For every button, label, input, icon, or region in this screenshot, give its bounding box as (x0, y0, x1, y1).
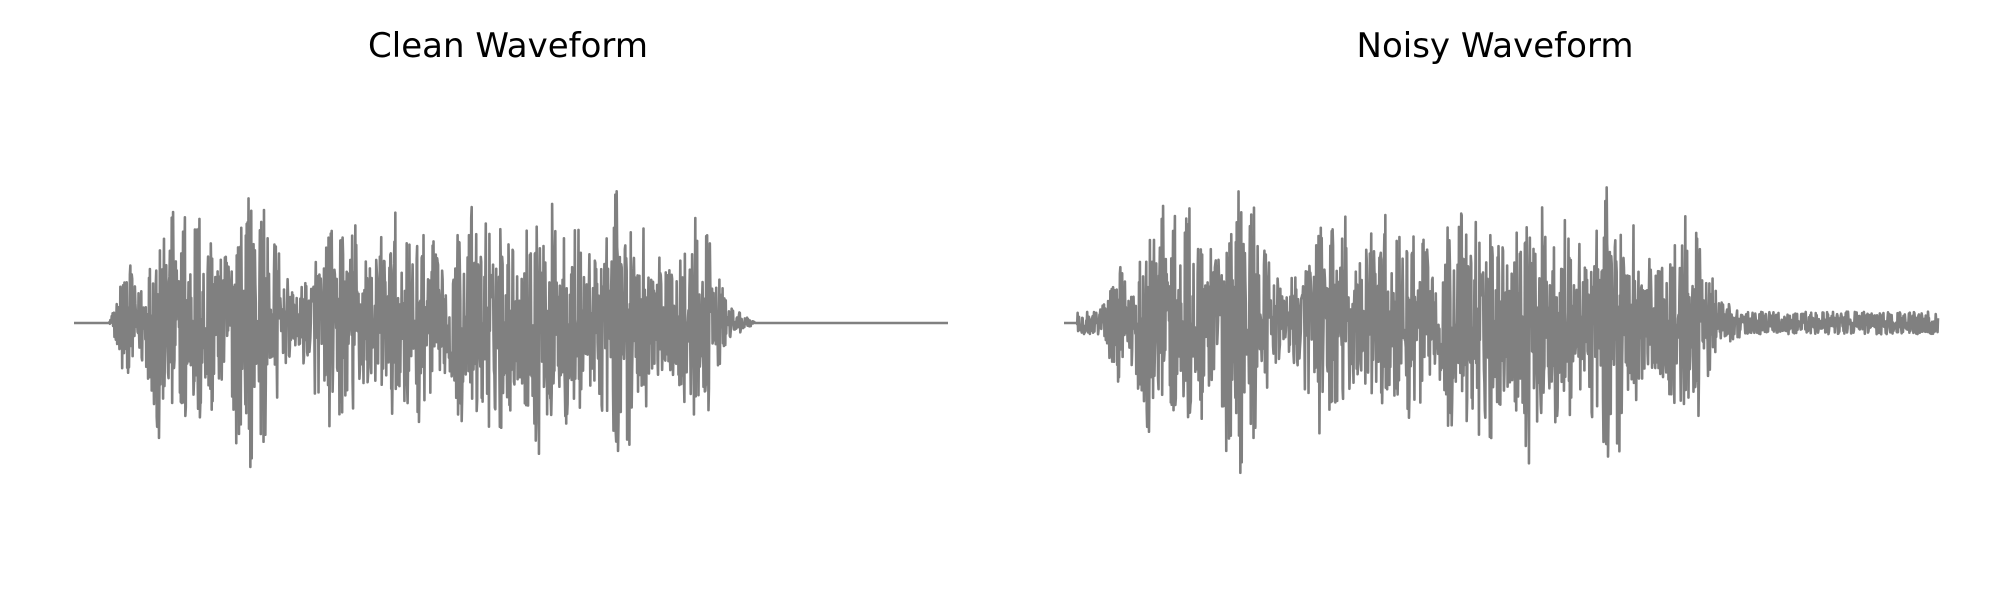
waveform-line (73, 190, 949, 469)
waveform-line (1063, 186, 1940, 475)
chart-title: Clean Waveform (368, 26, 648, 66)
chart-noisy-waveform: Noisy Waveform (1000, 0, 2000, 600)
waveform-plot (73, 190, 949, 469)
waveform-plot (1063, 186, 1940, 475)
chart-title: Noisy Waveform (1356, 26, 1634, 66)
chart-clean-waveform: Clean Waveform (73, 26, 949, 469)
